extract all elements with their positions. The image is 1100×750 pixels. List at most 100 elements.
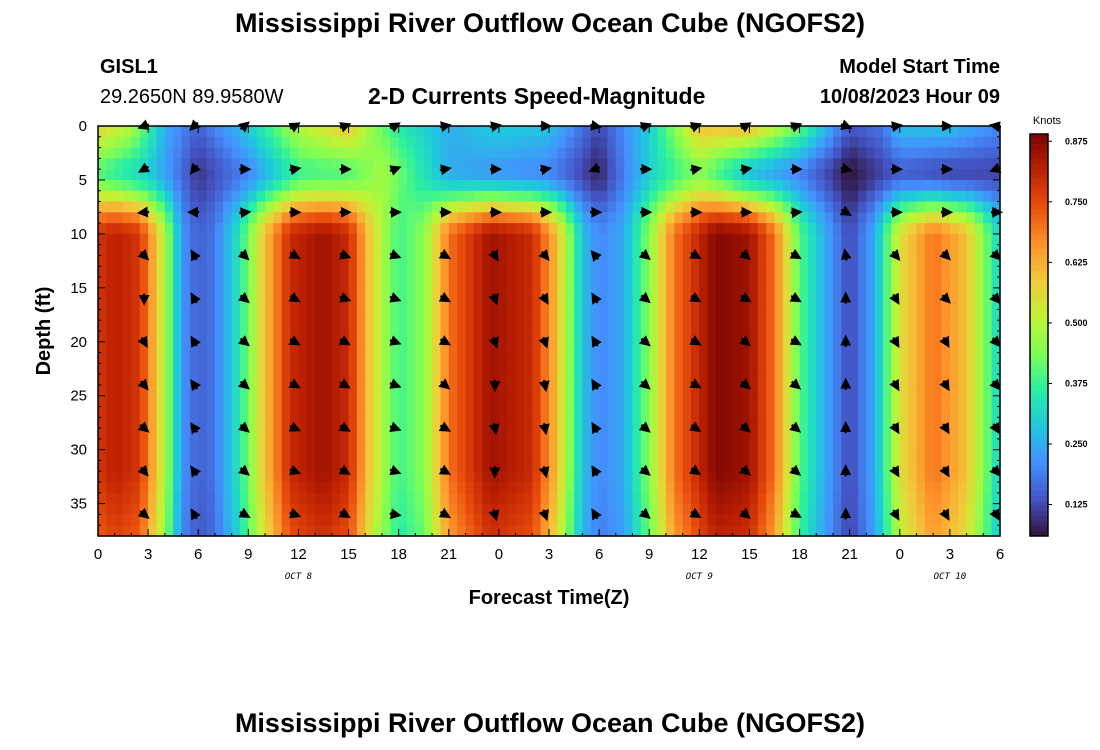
heatmap-cell — [682, 136, 692, 149]
heatmap-cell — [114, 482, 124, 494]
heatmap-cell — [457, 287, 467, 300]
heatmap-cell — [607, 438, 617, 451]
current-arrow — [389, 464, 402, 476]
heatmap-cell — [741, 384, 751, 397]
heatmap-cell — [432, 233, 442, 246]
heatmap-cell — [273, 395, 283, 408]
heatmap-cell — [123, 309, 133, 321]
heatmap-cell — [841, 428, 851, 440]
heatmap-cell — [966, 309, 976, 321]
heatmap-cell — [515, 406, 525, 418]
heatmap-cell — [415, 201, 425, 213]
colorbar-segment — [1030, 279, 1048, 286]
heatmap-cell — [448, 352, 458, 364]
heatmap-cell — [373, 331, 383, 343]
heatmap-cell — [699, 460, 709, 472]
heatmap-cell — [816, 395, 826, 408]
heatmap-cell — [298, 438, 308, 451]
heatmap-cell — [866, 223, 876, 235]
heatmap-cell — [599, 309, 609, 321]
colorbar-segment — [1030, 400, 1048, 406]
heatmap-cell — [707, 514, 717, 526]
heatmap-cell — [356, 374, 366, 386]
heatmap-cell — [490, 374, 500, 386]
heatmap-cell — [248, 406, 258, 418]
heatmap-cell — [432, 266, 442, 278]
heatmap-cell — [632, 471, 642, 483]
heatmap-cell — [649, 298, 659, 311]
current-arrow — [591, 464, 602, 478]
heatmap-cell — [239, 136, 249, 149]
heatmap-cell — [523, 492, 533, 505]
heatmap-cell — [114, 438, 124, 451]
heatmap-cell — [841, 212, 851, 224]
heatmap-cell — [457, 460, 467, 472]
heatmap-cell — [457, 417, 467, 429]
heatmap-cell — [824, 223, 834, 235]
heatmap-cell — [473, 503, 483, 516]
y-tick-label: 35 — [70, 496, 87, 513]
heatmap-cell — [732, 514, 742, 526]
heatmap-cell — [482, 417, 492, 429]
heatmap-cell — [649, 471, 659, 483]
heatmap-cell — [582, 233, 592, 246]
heatmap-cell — [273, 255, 283, 267]
colorbar-segment — [1030, 370, 1048, 376]
heatmap-cell — [323, 298, 333, 311]
heatmap-cell — [131, 438, 141, 451]
current-arrow — [989, 464, 1001, 477]
heatmap-cell — [557, 147, 567, 159]
heatmap-cell — [381, 428, 391, 440]
heatmap-cell — [832, 136, 842, 149]
heatmap-cell — [181, 417, 191, 429]
heatmap-cell — [423, 525, 433, 537]
heatmap-cell — [106, 169, 116, 181]
heatmap-cell — [239, 438, 249, 451]
heatmap-cell — [766, 428, 776, 440]
heatmap-cell — [632, 384, 642, 397]
heatmap-cell — [273, 363, 283, 375]
heatmap-cell — [858, 363, 867, 375]
heatmap-cell — [256, 449, 266, 462]
heatmap-cell — [265, 482, 274, 494]
heatmap-cell — [782, 482, 792, 494]
heatmap-cell — [690, 266, 700, 278]
heatmap-cell — [256, 352, 266, 364]
heatmap-cell — [991, 320, 1001, 332]
heatmap-cell — [365, 201, 375, 213]
heatmap-cell — [214, 482, 224, 494]
heatmap-cell — [966, 169, 976, 181]
heatmap-cell — [807, 352, 817, 364]
heatmap-cell — [924, 212, 934, 224]
heatmap-cell — [181, 352, 191, 364]
heatmap-cell — [306, 384, 316, 397]
heatmap-cell — [757, 298, 767, 311]
heatmap-cell — [331, 438, 341, 451]
heatmap-cell — [290, 277, 300, 289]
heatmap-cell — [858, 287, 867, 300]
heatmap-cell — [164, 179, 174, 192]
current-arrow — [689, 464, 702, 476]
heatmap-cell — [933, 309, 943, 321]
heatmap-cell — [824, 503, 834, 516]
heatmap-cell — [607, 169, 617, 181]
heatmap-cell — [883, 482, 893, 494]
heatmap-cell — [565, 395, 575, 408]
colorbar-segment — [1030, 294, 1048, 301]
heatmap-cell — [498, 352, 508, 364]
heatmap-cell — [849, 428, 859, 440]
heatmap-cell — [766, 136, 776, 149]
heatmap-cell — [632, 525, 642, 537]
heatmap-cell — [415, 298, 425, 311]
heatmap-cell — [732, 503, 742, 516]
heatmap-cell — [774, 363, 784, 375]
heatmap-cell — [941, 277, 951, 289]
heatmap-cell — [356, 460, 366, 472]
heatmap-cell — [716, 438, 725, 451]
heatmap-cell — [774, 525, 784, 537]
heatmap-cell — [874, 363, 884, 375]
heatmap-cell — [457, 363, 467, 375]
heatmap-cell — [574, 255, 584, 267]
heatmap-cell — [507, 384, 517, 397]
